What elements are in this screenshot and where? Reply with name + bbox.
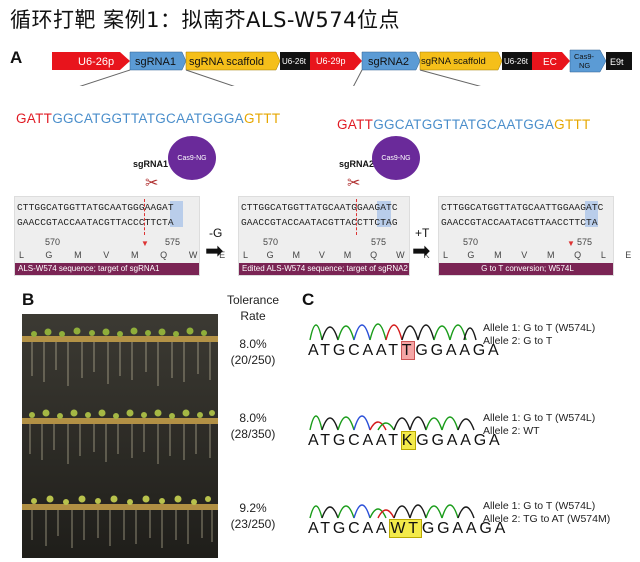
spacer1-sequence: GATTGGCATGGTTATGCAATGGGAGTTT <box>16 111 281 126</box>
page-title: 循环打靶 案例1：拟南芥ALS-W574位点 <box>10 8 401 32</box>
tolerance-row-3: 9.2% (23/250) <box>218 500 288 532</box>
scaffold-1-label: sgRNA scaffold <box>189 56 264 68</box>
tolerance-1-pct: 8.0% <box>239 337 267 351</box>
chromatogram-2 <box>309 415 475 431</box>
box2-ruler-570: 570 <box>263 237 279 247</box>
trace-3-sequence: ATGCAAWTGGAAGA <box>308 519 509 538</box>
scaffold-2-box <box>419 51 503 71</box>
panel-b-label: B <box>22 290 35 309</box>
sequence-box-3: CTTGGCATGGTTATGCAATTGGAAGATC GAACCGTACCA… <box>438 196 631 276</box>
sgrna1-complex-label: sgRNA1 <box>133 159 169 169</box>
box1-top-strand: CTTGGCATGGTTATGCAATGGGAAGAT <box>17 202 174 213</box>
chromatogram-1 <box>309 323 477 341</box>
cas9ng-box <box>569 49 607 73</box>
tolerance-1-count: (20/250) <box>230 353 276 367</box>
box3-bottom-strand: GAACCGTACCAATACGTTAACCTTCTA <box>441 217 598 228</box>
cas9-ng-protein-1: Cas9-NG <box>168 136 216 180</box>
box1-caption: ALS-W574 sequence; target of sgRNA1 <box>15 263 199 275</box>
box2-bottom-strand: GAACCGTACCAATACGTTACCTTCTAG <box>241 217 398 228</box>
sgrna2-complex-label: sgRNA2 <box>339 159 375 169</box>
box2-ruler-575: 575 <box>371 237 387 247</box>
chromatogram-3 <box>309 504 475 519</box>
e9t-box <box>606 52 632 70</box>
sgrna2-label: sgRNA2 <box>368 56 409 68</box>
u6-26p-promoter <box>52 52 130 70</box>
box3-ruler-575: 575 <box>577 237 593 247</box>
panel-a-label: A <box>10 48 23 67</box>
box1-ruler-575: 575 <box>165 237 181 247</box>
arrow1-icon: ➡ <box>205 238 224 263</box>
sgrna1-box <box>129 51 187 71</box>
u6-26t-1-box <box>280 52 310 70</box>
box1-marker-icon: ▼ <box>141 239 149 248</box>
box3-amino-acids: L G M V M Q L E D <box>443 250 640 260</box>
u6-26t-2-label: U6-26t <box>504 57 529 66</box>
box1-bottom-strand: GAACCGTACCAATACGTTACCCTTCTA <box>17 217 174 228</box>
box3-caption: G to T conversion; W574L <box>439 263 613 275</box>
allele-info-2: Allele 1: G to T (W574L) Allele 2: WT <box>483 412 596 437</box>
allele-info-3: Allele 1: G to T (W574L) Allele 2: TG to… <box>483 500 611 525</box>
e9t-label: E9t <box>610 57 624 67</box>
u6-26t-1-label: U6-26t <box>282 57 307 66</box>
allele-info-1: Allele 1: G to T (W574L) Allele 2: G to … <box>483 322 596 347</box>
seedling-plate-image <box>22 314 218 558</box>
box3-marker-icon: ▼ <box>567 239 575 248</box>
svg-text:NG: NG <box>579 61 590 70</box>
box1-amino-acids: L G M V M Q W E <box>19 250 235 260</box>
sequence-box-2: CTTGGCATGGTTATGCAATGGAAGATC GAACCGTACCAA… <box>238 196 451 276</box>
tolerance-row-1: 8.0% (20/250) <box>218 336 288 368</box>
scaffold-2-label: sgRNA scaffold <box>421 56 486 67</box>
tolerance-3-pct: 9.2% <box>239 501 267 515</box>
cas9-ng-protein-2: Cas9-NG <box>372 136 420 180</box>
u6-26p-label: U6-26p <box>78 56 114 68</box>
u6-29p-label: U6-29p <box>316 56 346 66</box>
spacer2-sequence: GATTGGCATGGTTATGCAATGGAGTTT <box>337 117 591 132</box>
ec-promoter <box>532 52 570 70</box>
sgrna2-box <box>361 51 421 71</box>
u6-26t-2-box <box>502 52 532 70</box>
scissors-icon-1: ✂ <box>145 175 159 192</box>
tolerance-3-count: (23/250) <box>230 517 276 531</box>
arrow2-label: +T <box>415 226 430 240</box>
box2-caption: Edited ALS-W574 sequence; target of sgRN… <box>239 263 409 275</box>
construct-diagram: U6-26p sgRNA1 sgRNA scaffold U6-26t U6-2… <box>52 49 632 86</box>
trace-1-sequence: ATGCAATTGGAAGA <box>308 341 502 360</box>
cas9ng-label: Cas9- <box>574 52 595 61</box>
trace-2-sequence: ATGCAATKGGAAGA <box>308 431 503 450</box>
sgrna1-label: sgRNA1 <box>135 56 176 68</box>
u6-29p-promoter <box>310 52 362 70</box>
ec-label: EC <box>543 57 557 68</box>
sequence-box-1: CTTGGCATGGTTATGCAATGGGAAGAT GAACCGTACCAA… <box>14 196 225 276</box>
arrow2-icon: ➡ <box>412 238 431 263</box>
box2-top-strand: CTTGGCATGGTTATGCAATGGAAGATC <box>241 202 398 213</box>
box3-top-strand: CTTGGCATGGTTATGCAATTGGAAGATC <box>441 202 604 213</box>
panel-c-label: C <box>302 290 315 309</box>
tolerance-2-count: (28/350) <box>230 427 276 441</box>
tolerance-header: Tolerance Rate <box>226 293 280 323</box>
scaffold-1-box <box>185 51 281 71</box>
tolerance-2-pct: 8.0% <box>239 411 267 425</box>
arrow1-label: -G <box>209 226 223 240</box>
box3-ruler-570: 570 <box>463 237 479 247</box>
tolerance-row-2: 8.0% (28/350) <box>218 410 288 442</box>
box1-ruler-570: 570 <box>45 237 61 247</box>
scissors-icon-2: ✂ <box>347 175 361 192</box>
